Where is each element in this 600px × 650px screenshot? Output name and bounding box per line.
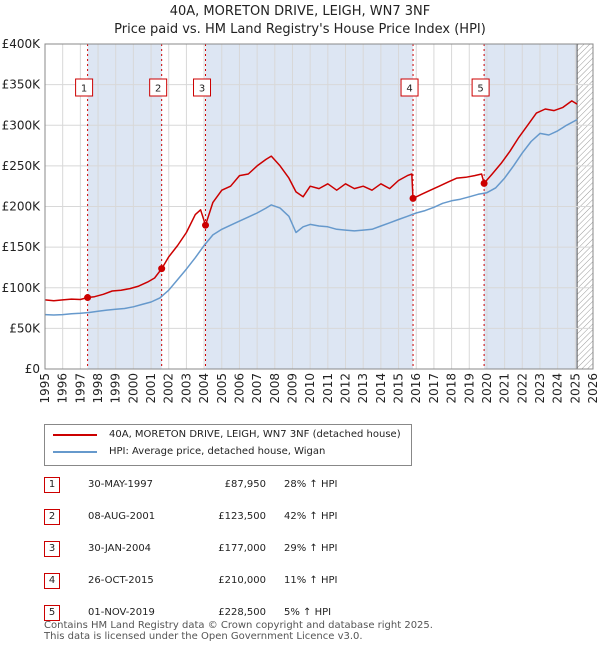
sale-date: 08-AUG-2001 bbox=[88, 511, 156, 522]
x-tick-label: 2015 bbox=[392, 373, 406, 404]
footer-licence: This data is licensed under the Open Gov… bbox=[44, 631, 363, 642]
x-tick-label: 1997 bbox=[73, 373, 87, 404]
plot-frame bbox=[44, 43, 594, 370]
footer: Contains HM Land Registry data © Crown c… bbox=[44, 620, 433, 642]
table-row: 5 01-NOV-2019 £228,500 5% ↑ HPI bbox=[44, 602, 404, 622]
table-row: 1 30-MAY-1997 £87,950 28% ↑ HPI bbox=[44, 474, 404, 494]
sale-price: £123,500 bbox=[218, 511, 266, 522]
x-tick-label: 2010 bbox=[303, 373, 317, 404]
x-tick-label: 2014 bbox=[374, 373, 388, 404]
plot-area: £0 £50K £100K £150K £200K £250K £300K £350K £400… bbox=[2, 37, 600, 404]
x-tick-label: 2023 bbox=[533, 373, 547, 404]
legend-swatch-property bbox=[53, 433, 97, 436]
sale-hpi-diff: 29% ↑ HPI bbox=[284, 543, 338, 554]
sale-number-badge: 1 bbox=[44, 477, 60, 493]
legend: 40A, MORETON DRIVE, LEIGH, WN7 3NF (deta… bbox=[44, 424, 412, 466]
y-tick-label: £350K bbox=[2, 78, 42, 92]
x-tick-label: 2005 bbox=[215, 373, 229, 404]
y-tick-label: £150K bbox=[2, 240, 42, 254]
x-tick-label: 2009 bbox=[285, 373, 299, 404]
y-tick-label: £100K bbox=[2, 281, 42, 295]
x-tick-label: 2011 bbox=[321, 373, 335, 404]
y-tick-label: £300K bbox=[2, 118, 42, 132]
price-chart: 40A, MORETON DRIVE, LEIGH, WN7 3NF Price… bbox=[2, 4, 600, 404]
x-tick-label: 2018 bbox=[445, 373, 459, 404]
x-tick-label: 2003 bbox=[179, 373, 193, 404]
sale-date: 01-NOV-2019 bbox=[88, 607, 155, 618]
chart-title-line1: 40A, MORETON DRIVE, LEIGH, WN7 3NF bbox=[170, 4, 431, 19]
sale-hpi-diff: 5% ↑ HPI bbox=[284, 607, 332, 618]
x-tick-label: 2026 bbox=[586, 373, 600, 404]
x-tick-label: 2025 bbox=[568, 373, 582, 404]
sale-point-1 bbox=[84, 294, 92, 302]
sale-date: 30-MAY-1997 bbox=[88, 479, 154, 490]
table-row: 2 08-AUG-2001 £123,500 42% ↑ HPI bbox=[44, 506, 404, 526]
footer-copyright: Contains HM Land Registry data © Crown c… bbox=[44, 620, 433, 631]
x-tick-label: 2021 bbox=[498, 373, 512, 404]
sale-price: £228,500 bbox=[218, 607, 266, 618]
legend-item-property: 40A, MORETON DRIVE, LEIGH, WN7 3NF (deta… bbox=[53, 429, 401, 440]
sale-date: 30-JAN-2004 bbox=[88, 543, 152, 554]
sale-label-2: 2 bbox=[155, 84, 161, 95]
y-tick-label: £0 bbox=[25, 362, 40, 376]
sale-point-3 bbox=[202, 221, 210, 229]
sale-date: 26-OCT-2015 bbox=[88, 575, 154, 586]
x-tick-label: 2020 bbox=[480, 373, 494, 404]
x-tick-label: 2017 bbox=[427, 373, 441, 404]
sale-number-badge: 5 bbox=[44, 605, 60, 621]
x-tick-label: 1999 bbox=[109, 373, 123, 404]
x-tick-label: 2022 bbox=[515, 373, 529, 404]
series-line-hpi bbox=[44, 118, 578, 316]
sale-label-box-1 bbox=[75, 78, 94, 97]
sale-hpi-diff: 42% ↑ HPI bbox=[284, 511, 338, 522]
sale-label-4: 4 bbox=[406, 84, 412, 95]
table-row: 4 26-OCT-2015 £210,000 11% ↑ HPI bbox=[44, 570, 404, 590]
legend-swatch-hpi bbox=[53, 450, 97, 453]
sale-label-5: 5 bbox=[477, 84, 483, 95]
x-tick-label: 2016 bbox=[409, 373, 423, 404]
x-tick-label: 1995 bbox=[38, 373, 52, 404]
x-tick-label: 2004 bbox=[197, 373, 211, 404]
sale-number-badge: 2 bbox=[44, 509, 60, 525]
x-tick-label: 1996 bbox=[56, 373, 70, 404]
x-tick-label: 2012 bbox=[339, 373, 353, 404]
x-tick-label: 2000 bbox=[126, 373, 140, 404]
x-tick-label: 2006 bbox=[232, 373, 246, 404]
sale-label-box-4 bbox=[400, 78, 419, 97]
x-tick-label: 1998 bbox=[91, 373, 105, 404]
chart-title-line2: Price paid vs. HM Land Registry's House … bbox=[114, 22, 486, 37]
y-tick-label: £400K bbox=[2, 37, 42, 51]
x-tick-label: 2007 bbox=[250, 373, 264, 404]
legend-label-hpi: HPI: Average price, detached house, Wiga… bbox=[109, 446, 326, 457]
sale-hpi-diff: 11% ↑ HPI bbox=[284, 575, 338, 586]
sale-label-1: 1 bbox=[81, 84, 87, 95]
sale-point-4 bbox=[409, 194, 417, 202]
sale-price: £210,000 bbox=[218, 575, 266, 586]
x-tick-label: 2024 bbox=[551, 373, 565, 404]
y-tick-label: £200K bbox=[2, 200, 42, 214]
legend-item-hpi: HPI: Average price, detached house, Wiga… bbox=[53, 446, 325, 457]
sale-hpi-diff: 28% ↑ HPI bbox=[284, 479, 338, 490]
sale-price: £87,950 bbox=[224, 479, 266, 490]
sale-label-box-3 bbox=[193, 78, 212, 97]
sale-price: £177,000 bbox=[218, 543, 266, 554]
x-tick-label: 2001 bbox=[144, 373, 158, 404]
sale-point-5 bbox=[480, 179, 488, 187]
sale-label-box-2 bbox=[149, 78, 168, 97]
sale-number-badge: 3 bbox=[44, 541, 60, 557]
table-row: 3 30-JAN-2004 £177,000 29% ↑ HPI bbox=[44, 538, 404, 558]
x-tick-label: 2002 bbox=[162, 373, 176, 404]
sale-label-box-5 bbox=[471, 78, 490, 97]
y-tick-label: £250K bbox=[2, 159, 42, 173]
sale-point-2 bbox=[158, 265, 166, 273]
legend-label-property: 40A, MORETON DRIVE, LEIGH, WN7 3NF (deta… bbox=[109, 429, 401, 440]
x-tick-label: 2013 bbox=[356, 373, 370, 404]
x-tick-label: 2019 bbox=[462, 373, 476, 404]
y-tick-label: £50K bbox=[9, 321, 41, 335]
sale-number-badge: 4 bbox=[44, 573, 60, 589]
x-tick-label: 2008 bbox=[268, 373, 282, 404]
sale-label-3: 3 bbox=[199, 84, 205, 95]
